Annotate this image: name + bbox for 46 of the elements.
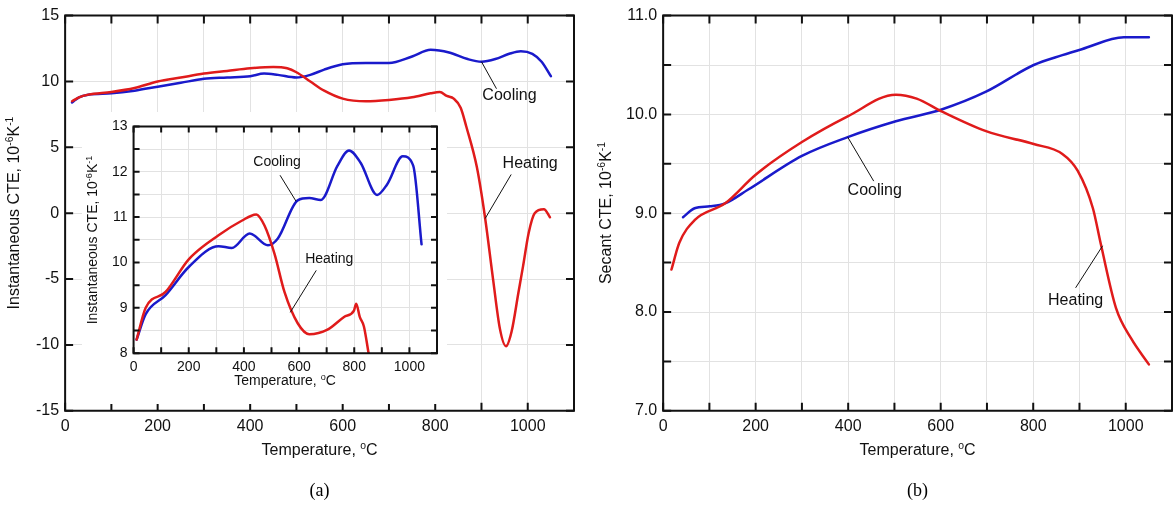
- x-tick-label: 200: [742, 416, 770, 434]
- x-tick-label: 600: [927, 416, 955, 434]
- annotation: Heating: [1048, 291, 1104, 309]
- x-tick-label: 1000: [1107, 416, 1144, 434]
- text: (b): [907, 480, 929, 501]
- x-tick-label: 200: [144, 416, 172, 434]
- y-tick-label: 8: [119, 344, 128, 361]
- line-series: [135, 149, 423, 341]
- x-tick-label: 600: [329, 416, 357, 434]
- y-tick-label: 11: [113, 207, 128, 224]
- annotation: Heating: [502, 153, 558, 171]
- x-axis-title: Temperature, $^{o}$C: [261, 439, 378, 459]
- annotation: Cooling: [253, 153, 301, 170]
- y-tick-label: 11.0: [627, 6, 658, 24]
- x-axis-title: Temperature, $^{o}$C: [859, 439, 976, 459]
- annotation: Heating: [305, 250, 354, 267]
- y-tick-label: 8.0: [634, 302, 658, 320]
- y-tick-label: -10: [36, 335, 60, 353]
- text: (a): [309, 480, 330, 501]
- line-series: [681, 36, 1151, 219]
- y-tick-label: 0: [50, 203, 60, 221]
- x-tick-label: 400: [834, 416, 862, 434]
- y-tick-label: 13: [111, 117, 128, 134]
- y-tick-label: 10.0: [626, 104, 658, 122]
- x-tick-label: 1000: [509, 416, 546, 434]
- y-tick-label: -5: [44, 269, 60, 287]
- annotation: Cooling: [482, 86, 537, 104]
- y-tick-label: 10: [41, 71, 60, 89]
- x-tick-label: 800: [1019, 416, 1047, 434]
- x-tick-label: 800: [421, 416, 449, 434]
- line-series: [70, 48, 553, 104]
- y-tick-label: 9.0: [634, 203, 658, 221]
- y-tick-label: -15: [36, 401, 60, 419]
- x-tick-label: 800: [342, 358, 367, 375]
- line-series: [670, 93, 1151, 366]
- line-series: [135, 213, 370, 354]
- y-tick-label: 9: [119, 298, 128, 315]
- x-tick-label: 400: [236, 416, 264, 434]
- x-tick-label: 200: [177, 358, 201, 375]
- y-tick-label: 12: [111, 162, 128, 179]
- y-tick-label: 15: [41, 6, 60, 24]
- annotation: Cooling: [847, 180, 902, 198]
- y-tick-label: 5: [50, 137, 60, 155]
- y-tick-label: 7.0: [634, 401, 658, 419]
- x-tick-label: 1000: [393, 358, 426, 375]
- y-tick-label: 10: [111, 253, 128, 270]
